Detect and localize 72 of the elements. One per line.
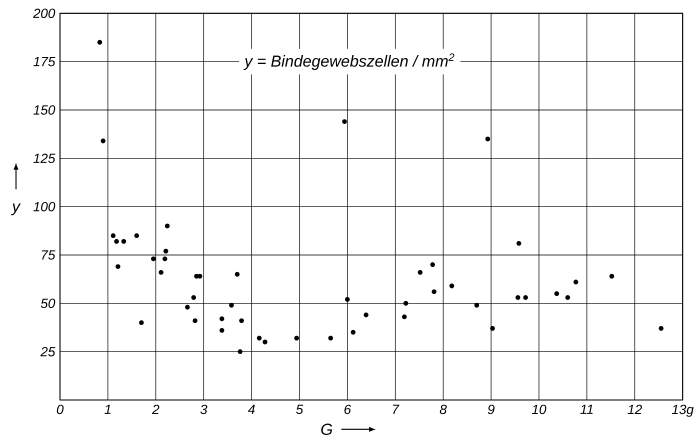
point (256, 336, 262, 341)
point (219, 328, 224, 333)
point (162, 256, 168, 262)
x-tick-label: 13g (672, 404, 694, 417)
x-tick-label: 12 (628, 404, 642, 414)
annotation: y = Bindegewebszellen / mm$^{2}$ (244, 54, 454, 70)
point (430, 262, 436, 268)
x-tick-label: 3 (200, 404, 208, 414)
x-tick-label: 7 (392, 404, 400, 414)
point (449, 284, 454, 288)
point (192, 318, 198, 324)
point (364, 312, 368, 318)
point (609, 274, 614, 279)
x-tick-label: 6 (344, 404, 352, 414)
point (163, 248, 168, 254)
point (229, 303, 234, 308)
point (164, 224, 170, 229)
point (474, 303, 480, 308)
y-tick-label: 175 (33, 57, 56, 66)
point (134, 233, 140, 238)
point (294, 336, 300, 341)
point (490, 326, 495, 332)
x-tick-label: 11 (580, 404, 593, 414)
point (158, 270, 164, 275)
x-tick-label: 10 (532, 404, 546, 414)
x-tick-label: 9 (488, 404, 495, 414)
point (402, 314, 407, 320)
point (523, 295, 528, 300)
y-tick-label: 125 (33, 154, 56, 164)
y-tick-label: 50 (40, 298, 56, 308)
x-tick-label: 0 (56, 404, 64, 414)
point (350, 330, 356, 335)
point (110, 233, 116, 238)
x-tick-label: 1 (104, 404, 110, 414)
y-tick-label: 200 (32, 8, 56, 18)
point (328, 336, 334, 341)
point (554, 291, 560, 296)
point (114, 239, 119, 244)
point (516, 241, 522, 246)
y-tick-label: 25 (40, 347, 56, 357)
point (342, 119, 347, 124)
point (403, 301, 408, 306)
y-tick-label: 150 (33, 105, 56, 115)
point (191, 295, 196, 300)
x-tick-label: 5 (296, 404, 304, 414)
point (344, 297, 350, 302)
point (116, 264, 120, 270)
point (239, 318, 244, 324)
point (97, 40, 102, 45)
point (565, 295, 570, 300)
point (185, 304, 190, 310)
point (139, 320, 144, 326)
point (573, 280, 578, 285)
point (219, 316, 224, 322)
point (121, 239, 126, 244)
point (151, 256, 156, 262)
x-tick-label: 8 (440, 404, 447, 414)
y-tick-label: 100 (33, 202, 56, 212)
x-tick-label: 4 (248, 404, 255, 414)
x-tick-label: 2 (152, 404, 160, 414)
x-axis-title: G (321, 424, 332, 436)
y-axis-title: y (11, 204, 21, 216)
point (485, 136, 490, 142)
point (100, 138, 106, 144)
point (432, 290, 436, 294)
y-tick-label: 75 (42, 250, 56, 260)
point (262, 340, 268, 345)
point (418, 270, 423, 275)
point (516, 295, 520, 300)
point (234, 272, 240, 277)
point (238, 349, 242, 354)
point (658, 326, 664, 332)
